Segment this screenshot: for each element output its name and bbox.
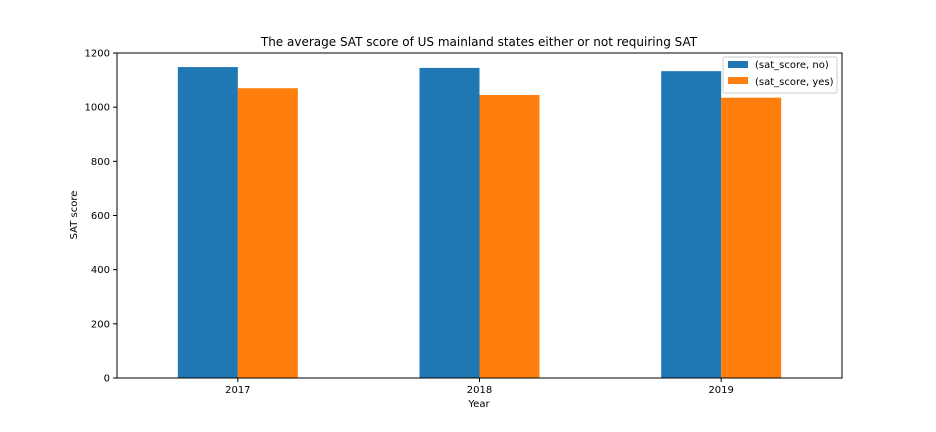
legend-box bbox=[722, 56, 838, 94]
y-tick-label: 200 bbox=[91, 319, 110, 330]
legend-label-0: (sat_score, no) bbox=[755, 60, 829, 71]
y-axis: 0 200 400 600 800 1000 1200 bbox=[85, 49, 117, 385]
legend: (sat_score, no) (sat_score, yes) bbox=[722, 56, 838, 94]
y-tick-label: 400 bbox=[91, 265, 110, 276]
y-tick-label: 1200 bbox=[85, 49, 110, 60]
bar-2018-series-0 bbox=[419, 67, 480, 378]
y-tick-label: 0 bbox=[104, 374, 110, 385]
y-tick-label: 1000 bbox=[85, 103, 110, 114]
y-axis-label: SAT score bbox=[69, 191, 80, 240]
y-tick-label: 600 bbox=[91, 211, 110, 222]
x-axis-label: Year bbox=[467, 399, 490, 410]
legend-swatch-1 bbox=[728, 77, 748, 84]
x-tick-label: 2018 bbox=[467, 385, 492, 396]
bar-2017-series-0 bbox=[177, 67, 238, 378]
bar-2019-series-0 bbox=[661, 71, 722, 378]
y-tick-label: 800 bbox=[91, 157, 110, 168]
legend-swatch-0 bbox=[728, 61, 748, 68]
chart-title: The average SAT score of US mainland sta… bbox=[260, 35, 698, 49]
legend-label-1: (sat_score, yes) bbox=[755, 77, 834, 88]
bars-group bbox=[177, 67, 782, 379]
bar-2017-series-1 bbox=[237, 88, 298, 378]
x-tick-label: 2019 bbox=[708, 385, 733, 396]
bar-2019-series-1 bbox=[721, 97, 782, 378]
x-axis: 2017 2018 2019 bbox=[225, 378, 734, 396]
x-tick-label: 2017 bbox=[225, 385, 250, 396]
bar-2018-series-1 bbox=[479, 94, 540, 379]
